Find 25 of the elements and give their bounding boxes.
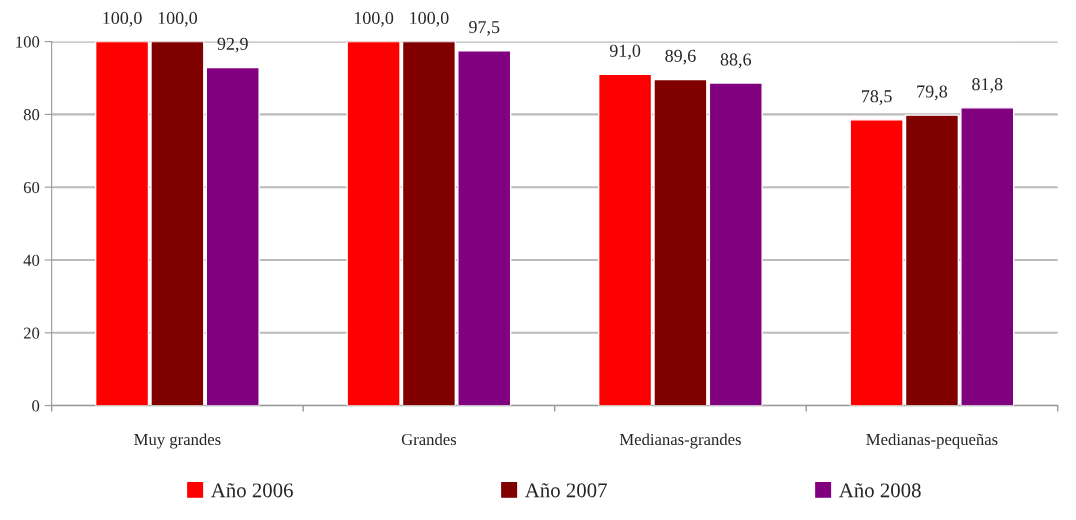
- data-label: 91,0: [609, 44, 641, 60]
- y-tick-label: 60: [23, 181, 40, 194]
- y-tick-label: 0: [32, 400, 40, 412]
- data-label: 79,8: [917, 85, 948, 101]
- data-label: 97,5: [469, 21, 500, 36]
- x-tick-label: Grandes: [401, 433, 457, 446]
- y-tick-label: 100: [16, 36, 40, 48]
- data-label: 100,0: [354, 11, 394, 27]
- data-label: 81,8: [972, 78, 1003, 93]
- x-tick-label: Medianas-pequeñas: [866, 433, 998, 449]
- y-tick-label: 80: [23, 109, 40, 121]
- x-tick-label: Muy grandes: [134, 433, 221, 449]
- data-label: 100,0: [410, 11, 449, 27]
- data-label: 100,0: [103, 11, 142, 27]
- data-label: 78,5: [862, 90, 892, 105]
- legend-label: Año 2007: [524, 483, 607, 498]
- data-label: 100,0: [158, 11, 198, 27]
- data-label: 89,6: [665, 49, 696, 65]
- y-tick-label: 20: [23, 327, 40, 339]
- y-tick-label: 40: [23, 254, 40, 266]
- data-label: 92,9: [217, 37, 248, 53]
- legend-label: Año 2008: [838, 483, 921, 498]
- data-label: 88,6: [720, 53, 752, 69]
- x-tick-label: Medianas-grandes: [619, 433, 741, 449]
- legend-label: Año 2006: [210, 483, 293, 498]
